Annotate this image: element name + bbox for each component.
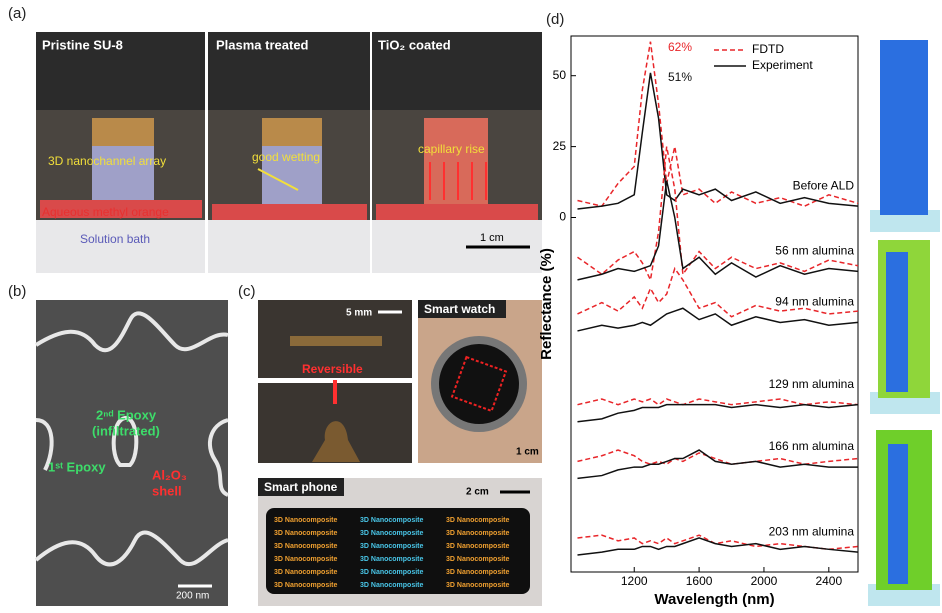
figure: (a) Pristine SU-8 3D nanochannel array A… xyxy=(0,0,942,608)
annotation: 62% xyxy=(668,40,692,54)
phone-text: 3D Nanocomposite xyxy=(360,530,424,537)
phone-text: 3D Nanocomposite xyxy=(274,556,338,563)
phone-text: 3D Nanocomposite xyxy=(446,543,510,550)
photo-title: Smart phone xyxy=(264,480,338,494)
phone-text: 3D Nanocomposite xyxy=(360,517,424,524)
phone-text: 3D Nanocomposite xyxy=(446,582,510,589)
scale-label: 2 cm xyxy=(466,487,489,498)
note: Reversible xyxy=(302,362,363,376)
photo-title: Smart watch xyxy=(424,302,495,316)
phone-text: 3D Nanocomposite xyxy=(360,556,424,563)
photo-title: Pristine SU-8 xyxy=(42,37,123,52)
scale-label: 1 cm xyxy=(516,447,539,458)
phone-text: 3D Nanocomposite xyxy=(446,517,510,524)
spectrum-line xyxy=(577,399,858,405)
series-label: 166 nm alumina xyxy=(769,439,855,453)
note: capillary rise xyxy=(418,142,485,156)
spectrum-line xyxy=(577,147,858,280)
legend-label: Experiment xyxy=(752,58,813,72)
phone-text: 3D Nanocomposite xyxy=(360,582,424,589)
photo-title: TiO₂ coated xyxy=(378,37,451,52)
chart: 0 25 50 1200 1600 2000 2400 Wavelength (nm) Refl… xyxy=(538,36,858,608)
y-tick-label: 0 xyxy=(559,210,566,224)
series-label: 56 nm alumina xyxy=(775,244,854,258)
spectrum-line xyxy=(577,269,858,317)
photo-region xyxy=(208,220,370,273)
x-axis-label: Wavelength (nm) xyxy=(654,591,774,608)
legend-label: FDTD xyxy=(752,42,784,56)
note: shell xyxy=(152,483,182,498)
photo-title: Plasma treated xyxy=(216,37,309,52)
solution xyxy=(376,204,538,220)
phone-text: 3D Nanocomposite xyxy=(274,530,338,537)
spectrum-line xyxy=(577,450,858,478)
note: Al₂O₃ xyxy=(152,467,187,482)
phone-text: 3D Nanocomposite xyxy=(446,556,510,563)
note: 3D nanochannel array xyxy=(48,154,166,168)
y-axis-label: Reflectance (%) xyxy=(538,248,555,360)
phone-text: 3D Nanocomposite xyxy=(274,582,338,589)
phone-text: 3D Nanocomposite xyxy=(360,569,424,576)
x-tick-label: 1600 xyxy=(686,574,713,588)
series-label: 94 nm alumina xyxy=(775,295,854,309)
panel-label: (c) xyxy=(238,283,256,300)
structure xyxy=(880,40,928,215)
note: Solution bath xyxy=(80,232,150,246)
photo-region xyxy=(36,220,205,273)
sample xyxy=(290,336,382,346)
structure-images xyxy=(868,40,940,606)
scale-label: 1 cm xyxy=(480,232,504,244)
series-label: Before ALD xyxy=(793,178,855,192)
x-tick-label: 2000 xyxy=(751,574,778,588)
spectrum-line xyxy=(577,181,858,280)
phone-text: 3D Nanocomposite xyxy=(274,543,338,550)
phone-text: 3D Nanocomposite xyxy=(446,530,510,537)
x-tick-label: 2400 xyxy=(815,574,842,588)
panel-label: (d) xyxy=(546,11,564,28)
sample xyxy=(262,118,322,146)
phone-text: 3D Nanocomposite xyxy=(360,543,424,550)
panel-label: (b) xyxy=(8,283,26,300)
scale-label: 200 nm xyxy=(176,591,209,602)
note: 2ⁿᵈ Epoxy xyxy=(96,407,157,422)
structure xyxy=(888,444,908,584)
series-label: 203 nm alumina xyxy=(769,524,855,538)
watch-face xyxy=(439,344,519,424)
note: Aqueous methyl orange xyxy=(42,205,169,219)
sample xyxy=(424,118,488,212)
note: 1ˢᵗ Epoxy xyxy=(48,459,106,474)
y-tick-label: 50 xyxy=(553,68,567,82)
structure xyxy=(886,252,908,392)
note: good wetting xyxy=(252,150,320,164)
phone-text: 3D Nanocomposite xyxy=(274,517,338,524)
x-tick-label: 1200 xyxy=(621,574,648,588)
sample xyxy=(92,118,154,146)
series-label: 129 nm alumina xyxy=(769,377,855,391)
scale-label: 5 mm xyxy=(346,308,372,319)
note: (infiltrated) xyxy=(92,423,160,438)
panel-label: (a) xyxy=(8,5,26,22)
phone-text: 3D Nanocomposite xyxy=(274,569,338,576)
y-tick-label: 25 xyxy=(553,139,567,153)
phone-text: 3D Nanocomposite xyxy=(446,569,510,576)
spectrum-line xyxy=(577,405,858,422)
annotation: 51% xyxy=(668,70,692,84)
solution xyxy=(212,204,367,220)
